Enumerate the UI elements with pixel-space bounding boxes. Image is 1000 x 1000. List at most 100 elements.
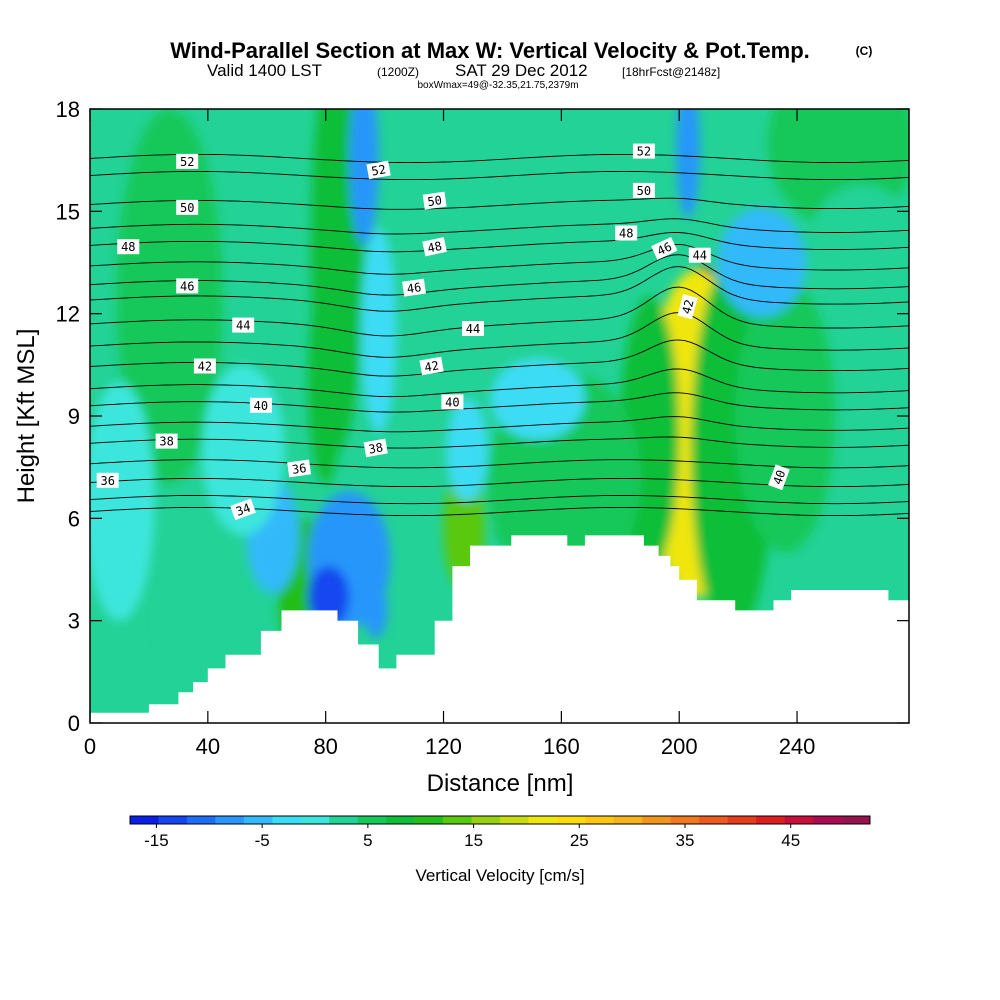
colorbar-swatch <box>841 816 871 824</box>
theta-contour-43 <box>90 312 909 358</box>
contour-label-bg <box>632 143 655 159</box>
colorbar-swatch <box>272 816 302 824</box>
y-tick-label: 0 <box>68 711 80 736</box>
velocity-cell-6 <box>487 398 577 570</box>
contour-label-1: 52 <box>366 160 391 180</box>
colorbar-swatch <box>500 816 529 824</box>
contour-label-text: 40 <box>445 395 459 409</box>
contour-label-10: 46 <box>402 278 426 297</box>
contour-label-13: 44 <box>462 321 484 336</box>
colorbar-swatch <box>613 816 643 824</box>
contour-label-bg <box>402 278 426 297</box>
colorbar-swatch <box>642 816 672 824</box>
contour-label-2: 52 <box>632 143 655 159</box>
velocity-cell-14 <box>808 184 909 307</box>
colorbar-swatch <box>813 816 842 824</box>
x-axis: 0 40 80 120 160 200 240 <box>84 109 816 759</box>
contour-label-17: 42 <box>677 294 698 320</box>
contour-label-text: 52 <box>180 155 194 169</box>
colorbar-swatch <box>386 816 415 824</box>
contour-label-5: 50 <box>632 182 655 198</box>
colorbar-frame <box>129 815 871 825</box>
contour-label-bg <box>419 356 444 376</box>
y-tick-label: 3 <box>68 609 80 634</box>
x-tick-label: 120 <box>425 734 462 759</box>
colorbar-tick-label: -5 <box>255 831 270 850</box>
contour-label-3: 50 <box>176 199 199 215</box>
contour-label-21: 38 <box>155 433 178 449</box>
contour-label-bg <box>176 199 199 215</box>
theta-contour-52 <box>90 153 909 164</box>
x-tick-label: 80 <box>313 734 337 759</box>
contour-label-16: 42 <box>419 356 444 376</box>
valid-date: SAT 29 Dec 2012 <box>455 61 588 80</box>
contour-label-bg <box>249 397 272 413</box>
y-tick-label: 9 <box>68 404 80 429</box>
x-tick-label: 240 <box>779 734 816 759</box>
contour-label-text: 48 <box>426 239 443 256</box>
contour-label-6: 48 <box>117 239 140 255</box>
theta-contour-44 <box>90 286 909 337</box>
contour-label-text: 36 <box>100 474 114 488</box>
contour-label-text: 52 <box>637 145 651 159</box>
colorbar-label: Vertical Velocity [cm/s] <box>415 866 584 885</box>
contour-label-bg <box>651 237 678 260</box>
contour-label-bg <box>96 472 119 488</box>
velocity-cell-26 <box>446 398 488 502</box>
box-wmax-info: boxWmax=49@-32.35,21.75,2379m <box>417 80 578 91</box>
theta-contour-34 <box>90 506 909 517</box>
contour-labels: 52 52 52 50 50 50 48 48 48 46 46 46 44 44 44 42 42 42 40 40… <box>96 143 790 521</box>
contour-label-bg <box>176 153 199 169</box>
contour-label-text: 46 <box>655 240 674 259</box>
theta-contour-38 <box>90 436 909 449</box>
contour-label-bg <box>363 438 388 458</box>
valid-line: Valid 1400 LST (1200Z) SAT 29 Dec 2012 [… <box>207 61 720 80</box>
contour-label-text: 50 <box>637 184 651 198</box>
colorbar-swatch <box>300 816 330 824</box>
colorbar-swatch <box>158 816 188 824</box>
velocity-cell-22 <box>717 207 806 318</box>
colorbar-swatch <box>528 816 558 824</box>
theta-contour-41 <box>90 368 909 398</box>
theta-contour-40 <box>90 392 909 413</box>
colorbar-tick-label: 45 <box>781 831 800 850</box>
theta-contour-51 <box>90 170 909 181</box>
contour-label-text: 46 <box>406 280 422 296</box>
theta-contour-42 <box>90 339 909 377</box>
contour-label-bg <box>422 191 447 210</box>
theta-contour-49 <box>90 218 909 235</box>
contour-label-text: 34 <box>234 501 252 519</box>
copyright-mark: (C) <box>856 44 873 58</box>
contour-label-text: 40 <box>770 468 788 486</box>
velocity-cell-23 <box>90 381 155 621</box>
contour-label-23: 36 <box>96 472 119 488</box>
theta-contour-50 <box>90 197 909 210</box>
contour-label-text: 44 <box>236 319 250 333</box>
theta-contour-39 <box>90 416 909 433</box>
colorbar-swatch <box>756 816 785 824</box>
theta-contour-45 <box>90 266 909 312</box>
contour-label-bg <box>677 294 698 320</box>
velocity-cell-20 <box>361 228 397 434</box>
colorbar-swatch <box>556 816 586 824</box>
x-tick-label: 160 <box>543 734 580 759</box>
contour-label-bg <box>287 459 312 478</box>
contour-label-bg <box>366 160 391 180</box>
contour-label-text: 48 <box>619 227 633 241</box>
x-tick-label: 0 <box>84 734 96 759</box>
colorbar-swatch <box>471 816 501 824</box>
colorbar-swatch <box>186 816 216 824</box>
theta-contour-46 <box>90 254 909 296</box>
y-axis-label: Height [Kft MSL] <box>13 329 40 504</box>
theta-contour-37 <box>90 459 909 469</box>
theta-contour-48 <box>90 231 909 253</box>
contour-label-bg <box>193 358 216 374</box>
y-tick-label: 18 <box>56 97 80 122</box>
velocity-field <box>90 109 909 689</box>
terrain-mask <box>90 535 909 723</box>
contour-label-0: 52 <box>176 153 199 169</box>
x-tick-label: 200 <box>661 734 698 759</box>
contour-label-18: 40 <box>249 397 272 413</box>
colorbar-swatch <box>443 816 472 824</box>
colorbar-swatch <box>329 816 358 824</box>
